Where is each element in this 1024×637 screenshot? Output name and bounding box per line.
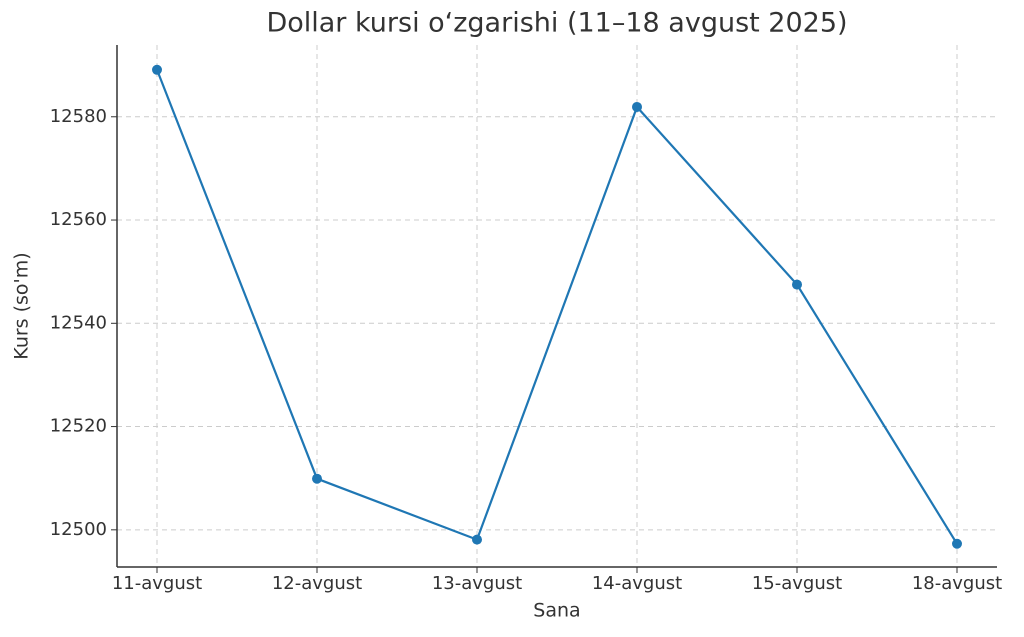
- data-point: [952, 538, 962, 549]
- y-tick-label: 12580: [50, 106, 107, 127]
- x-tick-label: 11-avgust: [112, 573, 202, 594]
- y-tick-label: 12520: [50, 416, 107, 437]
- y-axis-label: Kurs (so'm): [11, 252, 33, 359]
- x-tick-label: 15-avgust: [752, 573, 842, 594]
- y-tick-label: 12540: [50, 312, 107, 333]
- data-line: [155, 69, 958, 545]
- data-point: [792, 279, 802, 290]
- data-point: [312, 473, 322, 484]
- x-tick-label: 18-avgust: [912, 573, 1002, 594]
- x-axis-label: Sana: [533, 600, 580, 622]
- chart-title: Dollar kursi o‘zgarishi (11–18 avgust 20…: [266, 8, 847, 39]
- y-tick-label: 12500: [50, 519, 107, 540]
- y-tick-label: 12560: [50, 209, 107, 230]
- data-point: [152, 64, 162, 75]
- x-tick-label: 12-avgust: [272, 573, 362, 594]
- data-point: [632, 101, 642, 112]
- x-tick-label: 13-avgust: [432, 573, 522, 594]
- data-point: [472, 534, 482, 545]
- x-tick-label: 14-avgust: [592, 573, 682, 594]
